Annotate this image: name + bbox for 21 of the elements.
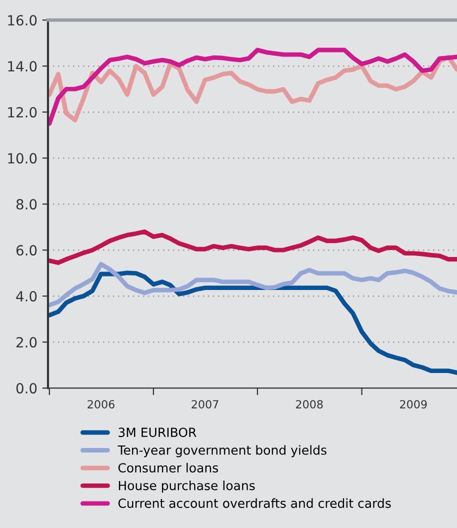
y-tick-label: 12.0 xyxy=(8,107,37,118)
legend-label: House purchase loans xyxy=(118,480,255,493)
x-tick-label: 2007 xyxy=(192,400,218,408)
y-tick-label: 2.0 xyxy=(16,337,37,348)
x-tick-label: 2008 xyxy=(296,400,323,408)
y-tick-label: 6.0 xyxy=(16,245,37,256)
y-tick-label: 0.0 xyxy=(16,383,37,394)
legend-label: Consumer loans xyxy=(118,462,218,473)
line-series xyxy=(48,262,457,308)
line-series xyxy=(48,229,457,265)
x-tick-label: 2006 xyxy=(88,400,114,408)
y-tick-label: 16.0 xyxy=(8,15,37,26)
x-tick-label: 2009 xyxy=(400,400,427,408)
line-series xyxy=(48,270,457,375)
legend-label: 3M EURIBOR xyxy=(118,428,196,438)
legend-label: Ten-year government bond yields xyxy=(118,445,326,458)
legend-label: Current account overdrafts and credit cards xyxy=(118,498,391,508)
y-tick-label: 8.0 xyxy=(16,199,37,210)
y-tick-label: 4.0 xyxy=(16,291,37,302)
y-tick-label: 14.0 xyxy=(8,61,37,72)
y-tick-label: 10.0 xyxy=(8,153,37,164)
